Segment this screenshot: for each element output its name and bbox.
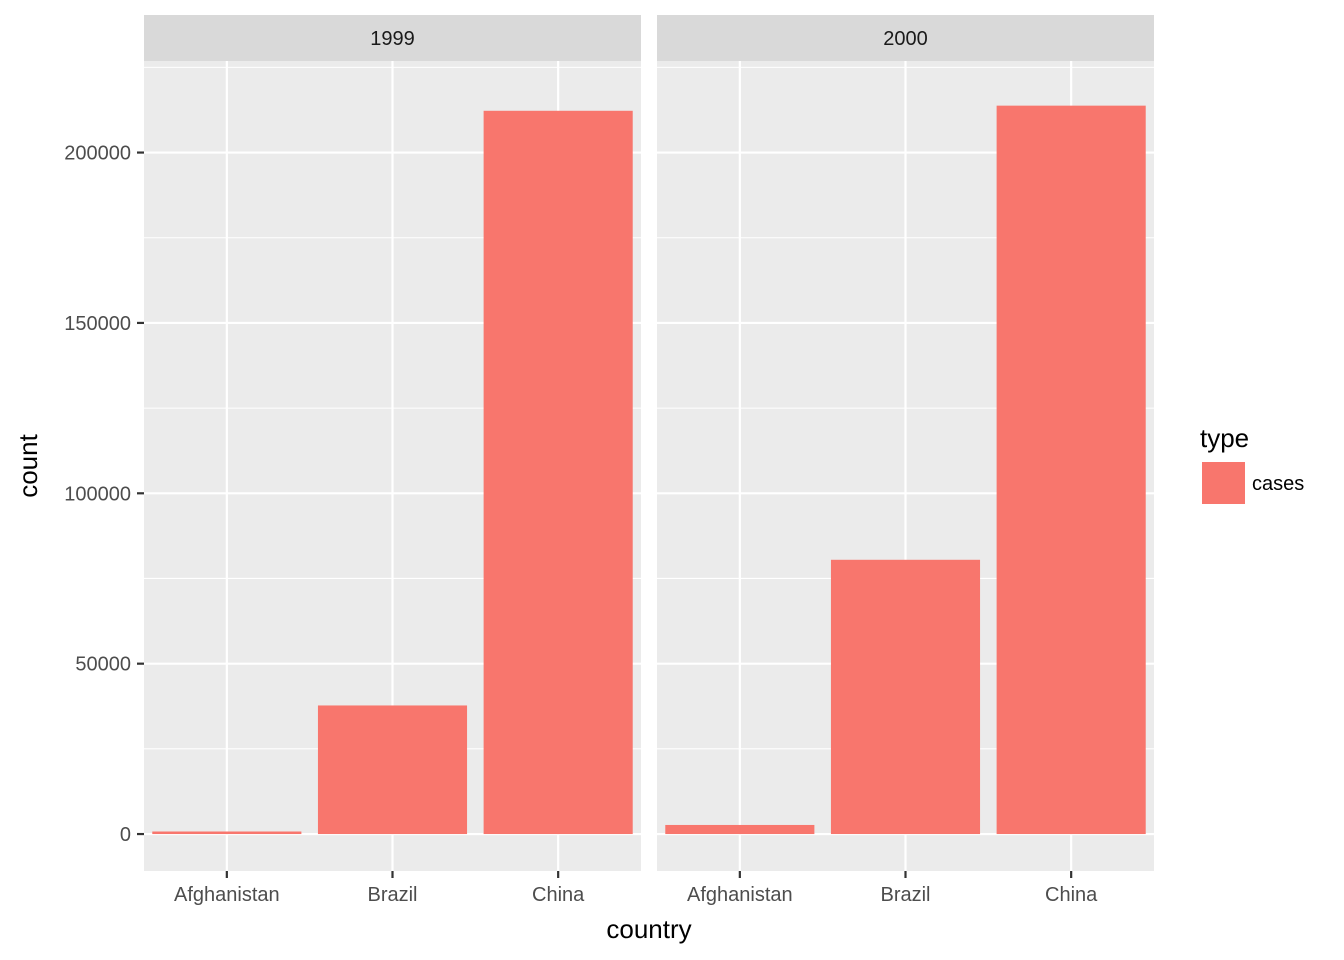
x-tick-label: Brazil — [880, 884, 930, 906]
legend-label: cases — [1252, 473, 1304, 495]
facet-strip — [144, 15, 641, 61]
facet-label: 1999 — [370, 28, 415, 50]
facet-strip — [657, 15, 1154, 61]
y-tick-label: 0 — [120, 824, 131, 846]
legend-title: type — [1200, 423, 1249, 453]
y-tick-label: 150000 — [64, 313, 131, 335]
y-tick-label: 100000 — [64, 483, 131, 505]
bar-afghanistan-2000 — [665, 824, 815, 835]
x-tick-label: China — [532, 884, 585, 906]
y-tick-label: 200000 — [64, 143, 131, 165]
facet-label: 2000 — [883, 28, 928, 50]
x-tick-label: Afghanistan — [174, 884, 280, 906]
bar-afghanistan-1999 — [152, 831, 302, 835]
y-axis-title: count — [13, 433, 43, 497]
y-tick-label: 50000 — [75, 654, 131, 676]
legend-key — [1202, 462, 1245, 504]
x-tick-label: China — [1045, 884, 1098, 906]
x-tick-label: Brazil — [367, 884, 417, 906]
x-tick-label: Afghanistan — [687, 884, 793, 906]
bar-china-2000 — [996, 105, 1146, 835]
x-axis-title: country — [606, 914, 691, 944]
bar-china-1999 — [483, 110, 633, 835]
bar-brazil-1999 — [317, 705, 468, 835]
bar-brazil-2000 — [830, 559, 981, 835]
